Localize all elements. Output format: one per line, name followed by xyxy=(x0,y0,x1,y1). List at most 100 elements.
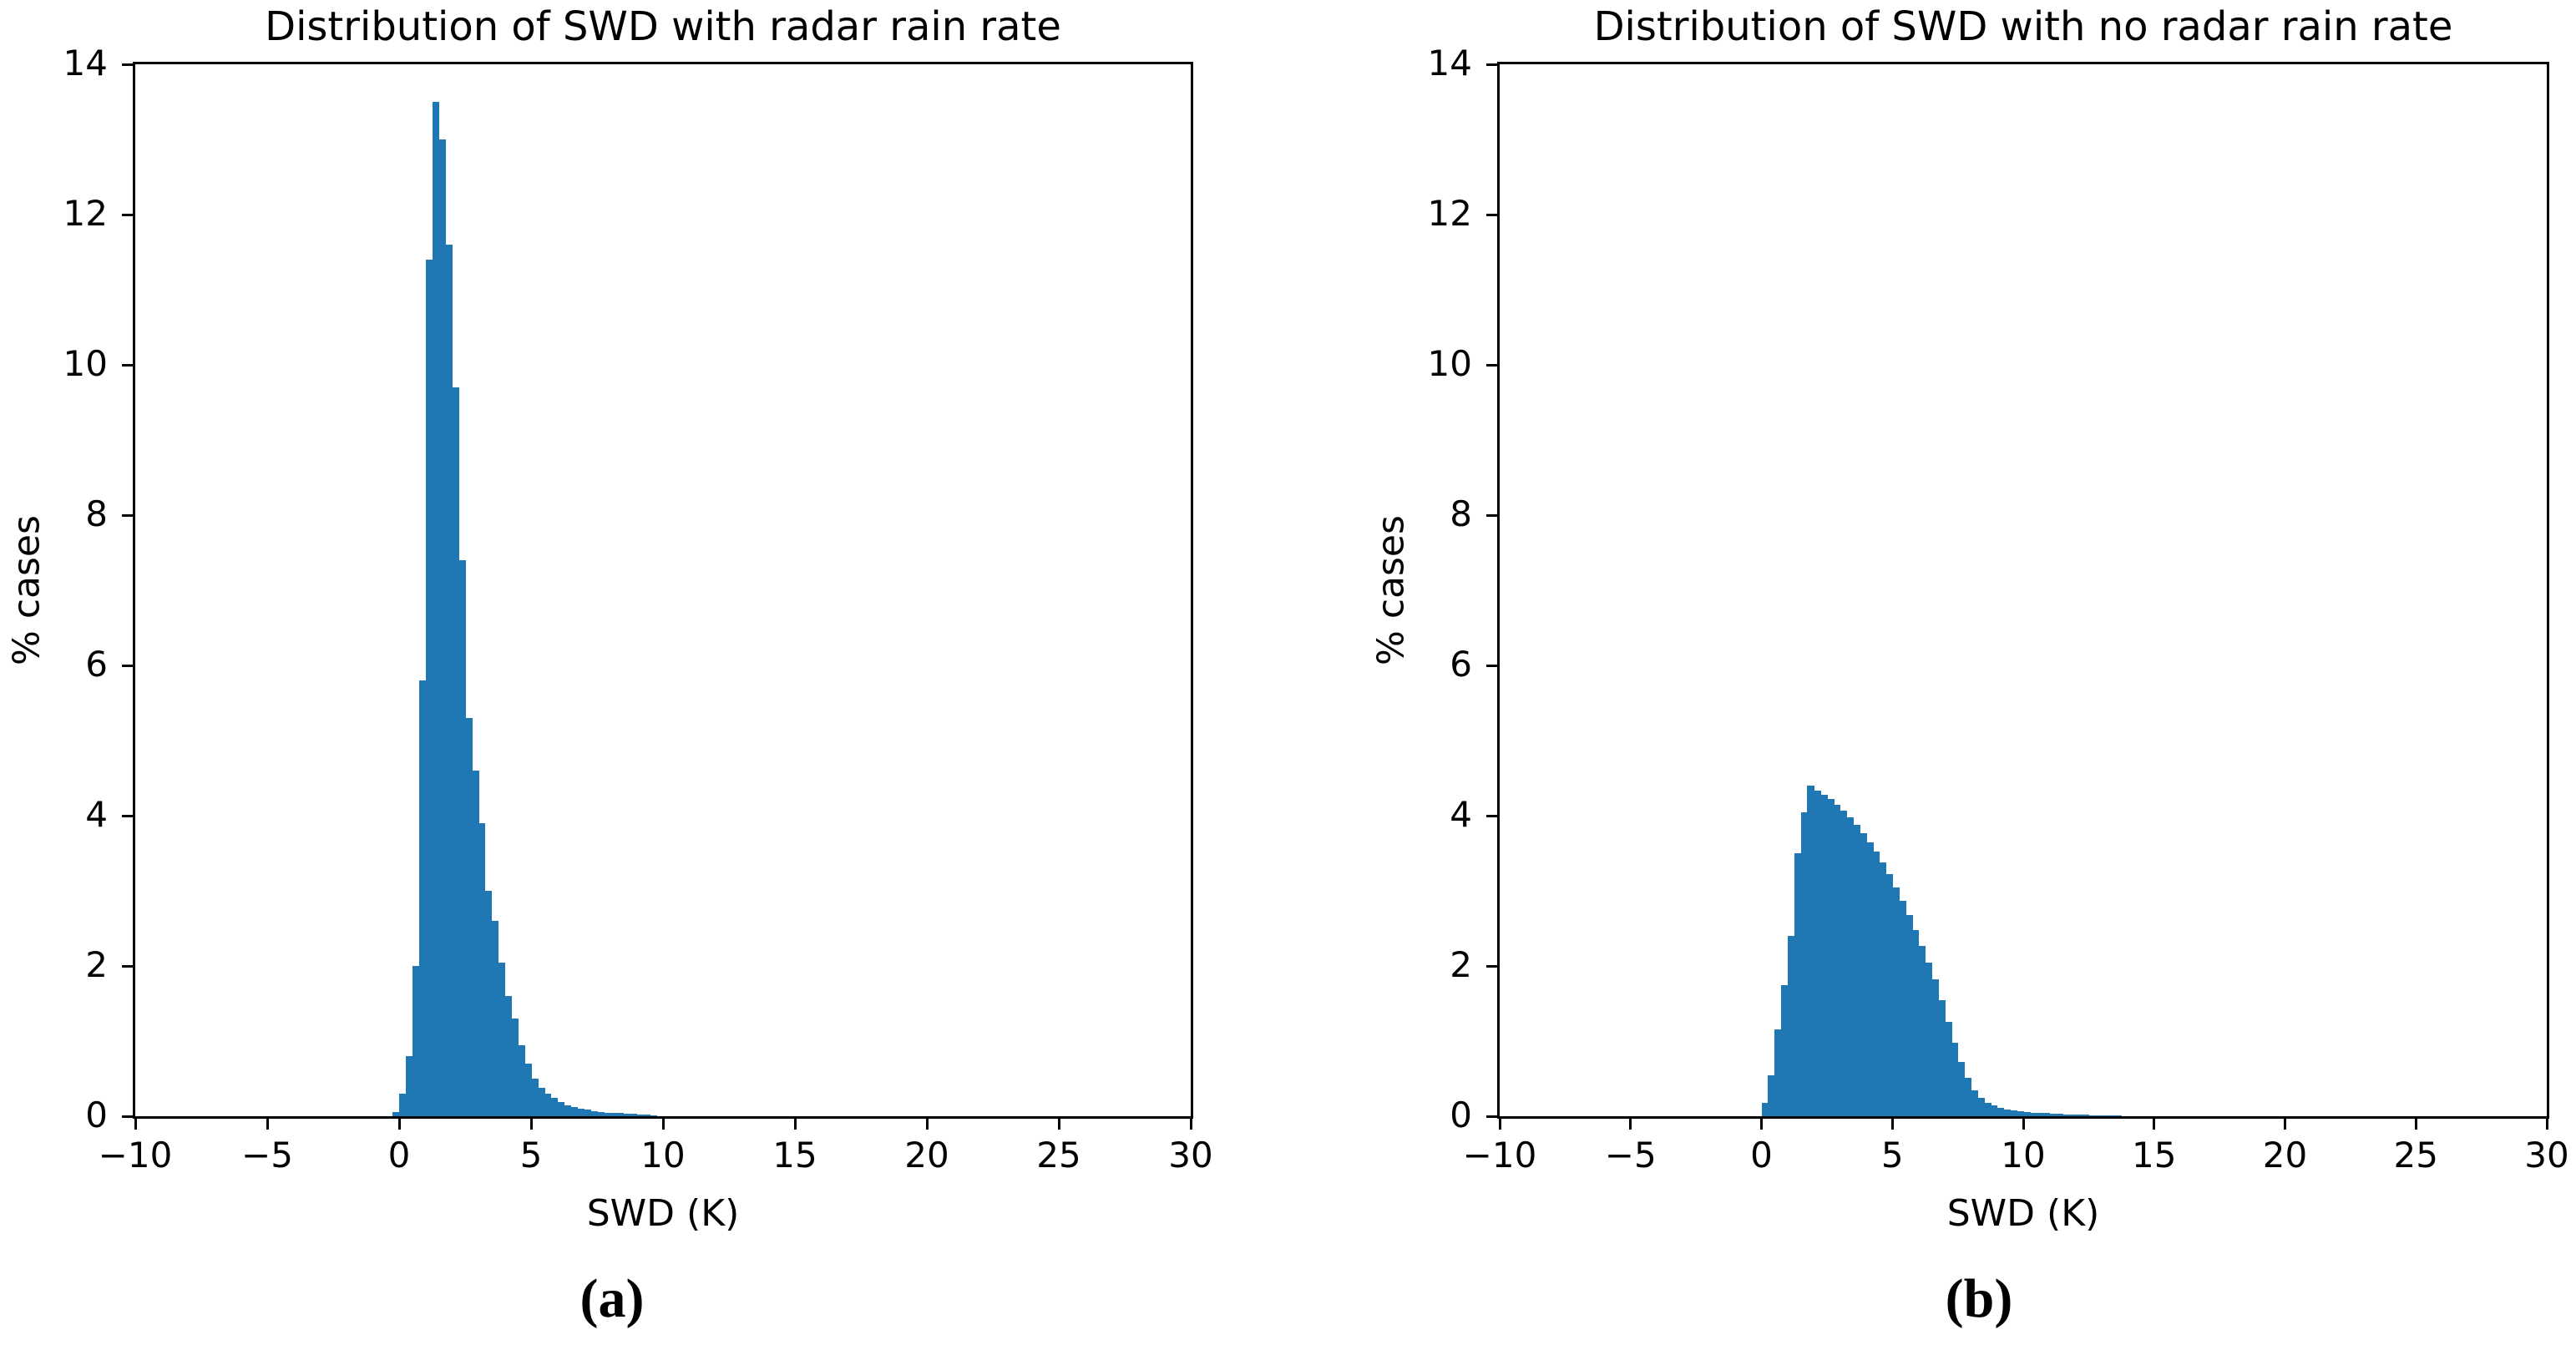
x-tick-mark xyxy=(266,1119,269,1130)
histogram-bar xyxy=(2010,1110,2017,1116)
histogram-bar xyxy=(590,1110,598,1116)
histogram-bar xyxy=(2114,1115,2123,1116)
x-tick-mark xyxy=(1890,1119,1894,1130)
histogram-bar xyxy=(438,139,447,1116)
histogram-bar xyxy=(471,771,479,1116)
histogram-bar xyxy=(412,966,420,1116)
histogram-bar xyxy=(2088,1115,2096,1116)
y-tick-mark xyxy=(1486,213,1497,216)
y-tick-mark xyxy=(122,964,133,968)
histogram-bars xyxy=(135,64,1191,1116)
x-tick-label: 20 xyxy=(904,1135,949,1176)
x-tick-label: 15 xyxy=(772,1135,817,1176)
histogram-bar xyxy=(643,1115,650,1116)
histogram-bar xyxy=(491,921,499,1116)
histogram-bar xyxy=(1879,862,1887,1116)
histogram-bar xyxy=(2049,1113,2057,1116)
histogram-bar xyxy=(1977,1097,1985,1116)
histogram-bar xyxy=(570,1107,579,1116)
histogram-bar xyxy=(445,245,453,1116)
y-tick-label: 8 xyxy=(85,493,108,534)
x-tick-mark xyxy=(1189,1119,1192,1130)
x-axis-label-a: SWD (K) xyxy=(586,1192,740,1235)
x-tick-label: 20 xyxy=(2262,1135,2308,1176)
histogram-bar xyxy=(1938,999,1946,1116)
x-tick-mark xyxy=(1057,1119,1060,1130)
x-tick-label: 15 xyxy=(2132,1135,2177,1176)
x-tick-mark xyxy=(925,1119,929,1130)
histogram-bar xyxy=(478,823,486,1116)
y-tick-mark xyxy=(1486,513,1497,517)
y-axis-label-b: % cases xyxy=(1369,515,1413,665)
y-tick-label: 14 xyxy=(1427,43,1472,83)
y-tick-mark xyxy=(122,213,133,216)
histogram-bar xyxy=(584,1110,591,1116)
histogram-bar xyxy=(2102,1115,2109,1116)
histogram-bar xyxy=(1761,1102,1769,1116)
histogram-bar xyxy=(1872,852,1880,1116)
y-tick-mark xyxy=(122,63,133,66)
histogram-bar xyxy=(2068,1115,2077,1116)
histogram-bar xyxy=(1925,962,1933,1116)
histogram-bar xyxy=(564,1105,572,1116)
y-tick-mark xyxy=(1486,814,1497,817)
y-tick-label: 14 xyxy=(63,43,108,83)
histogram-bar xyxy=(1781,984,1789,1116)
histogram-bar xyxy=(458,560,466,1116)
x-tick-label: −10 xyxy=(98,1135,173,1176)
histogram-bar xyxy=(630,1114,638,1116)
y-tick-label: 0 xyxy=(85,1095,108,1135)
histogram-bar xyxy=(2062,1114,2070,1116)
y-tick-label: 12 xyxy=(1427,193,1472,234)
x-tick-mark xyxy=(2545,1119,2548,1130)
histogram-bar xyxy=(544,1094,552,1116)
x-tick-mark xyxy=(2153,1119,2156,1130)
y-tick-mark xyxy=(122,664,133,667)
histogram-bar xyxy=(425,260,433,1116)
y-tick-mark xyxy=(122,513,133,517)
histogram-bar xyxy=(1957,1062,1966,1116)
histogram-bar xyxy=(1918,945,1926,1116)
histogram-bar xyxy=(1826,799,1835,1116)
histogram-bar xyxy=(1964,1078,1972,1116)
y-tick-label: 6 xyxy=(85,644,108,685)
x-tick-mark xyxy=(2284,1119,2286,1130)
histogram-bar xyxy=(1971,1090,1978,1116)
y-tick-label: 0 xyxy=(1450,1095,1472,1135)
y-tick-mark xyxy=(1486,964,1497,968)
x-tick-label: 10 xyxy=(2001,1135,2046,1176)
x-tick-label: 10 xyxy=(640,1135,686,1176)
histogram-bar xyxy=(1997,1108,2005,1116)
histogram-bar xyxy=(1990,1105,1998,1116)
histogram-bar xyxy=(650,1115,657,1116)
histogram-bar xyxy=(557,1101,565,1116)
panel-label-a: (a) xyxy=(579,1268,645,1329)
x-tick-mark xyxy=(661,1119,665,1130)
histogram-bar xyxy=(1983,1102,1991,1116)
histogram-bar xyxy=(1807,786,1814,1116)
x-axis-label-b: SWD (K) xyxy=(1946,1192,2100,1235)
y-tick-mark xyxy=(122,363,133,367)
y-tick-label: 2 xyxy=(1450,944,1472,985)
histogram-bar xyxy=(1820,794,1828,1116)
histogram-bar xyxy=(2017,1110,2024,1116)
histogram-bar xyxy=(610,1112,618,1116)
x-tick-label: 5 xyxy=(1880,1135,1904,1176)
histogram-bar xyxy=(2082,1115,2090,1116)
histogram-bar xyxy=(452,387,459,1116)
y-tick-label: 10 xyxy=(63,343,108,384)
histogram-bar xyxy=(1944,1021,1952,1116)
histogram-bar xyxy=(1814,791,1821,1116)
x-tick-mark xyxy=(1498,1119,1501,1130)
histogram-bar xyxy=(1865,842,1874,1116)
histogram-bar xyxy=(1931,979,1939,1116)
histogram-bar xyxy=(1853,824,1860,1116)
y-tick-mark xyxy=(1486,664,1497,667)
histogram-bar xyxy=(2003,1109,2012,1116)
y-tick-mark xyxy=(1486,63,1497,66)
x-tick-label: −5 xyxy=(1604,1135,1657,1176)
histogram-bar xyxy=(392,1111,400,1116)
x-tick-mark xyxy=(2414,1119,2417,1130)
x-tick-label: 30 xyxy=(1168,1135,1213,1176)
